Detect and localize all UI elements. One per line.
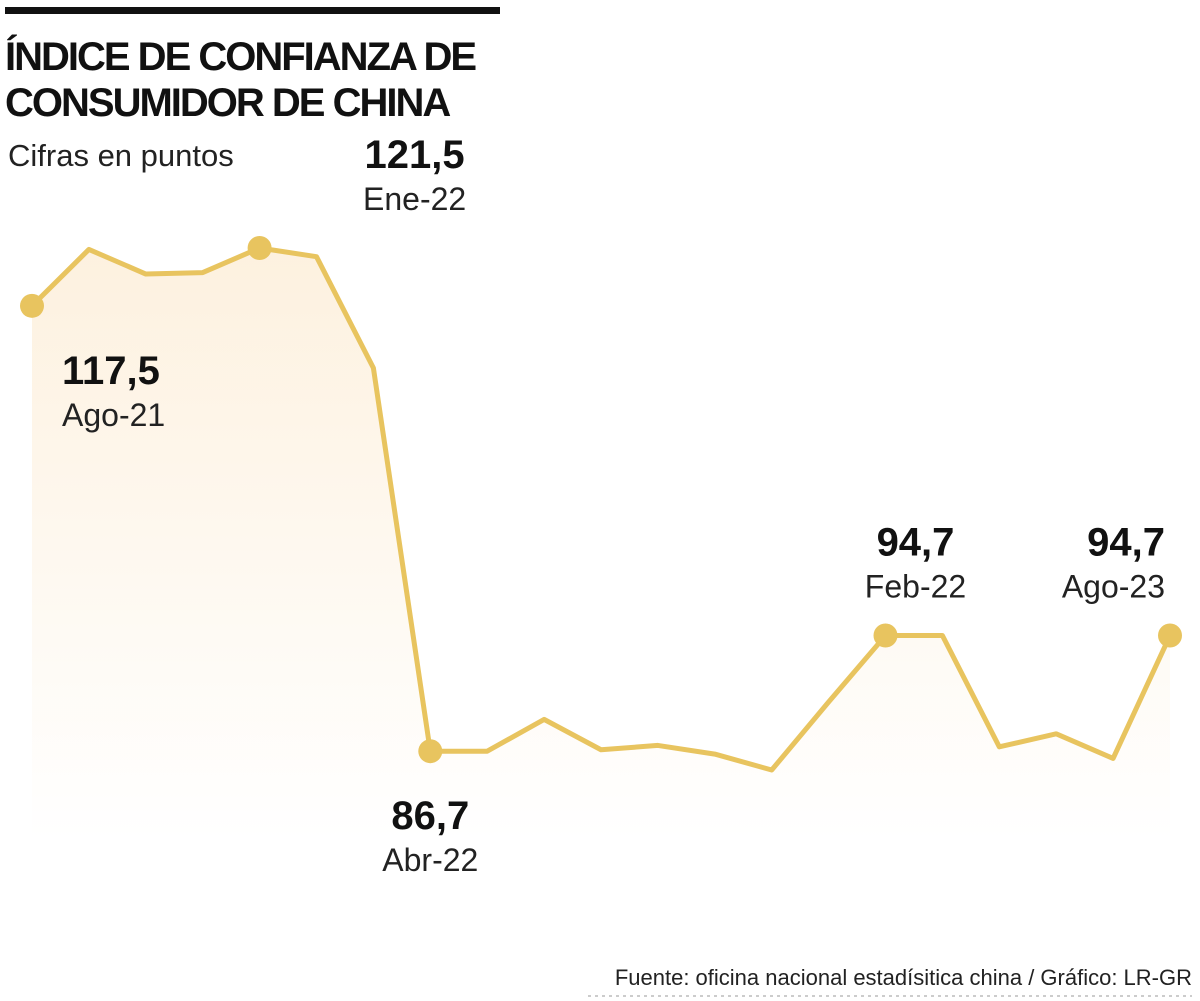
line (30, 245, 1173, 773)
area (32, 248, 1170, 840)
value-label: 117,5 (62, 349, 160, 393)
category-label: Ago-23 (1062, 569, 1165, 605)
category-label: Ene-22 (363, 181, 466, 217)
category-label: Abr-22 (382, 842, 478, 878)
point (247, 236, 272, 260)
value-label: 94,7 (877, 521, 955, 565)
value-label: 121,5 (365, 133, 465, 177)
chart-subtitle: Cifras en puntos (8, 138, 234, 173)
title-rule (5, 7, 500, 14)
point (1158, 623, 1182, 648)
value-label: 86,7 (391, 794, 469, 838)
point (20, 293, 44, 318)
chart-title: ÍNDICE DE CONFIANZA DE CONSUMIDOR DE CHIN… (5, 34, 476, 125)
point (873, 623, 898, 648)
source: Fuente: oficina nacional estadísitica ch… (615, 965, 1192, 990)
category-label: Feb-22 (865, 569, 966, 605)
category-label: Ago-21 (62, 397, 165, 433)
value-label: 94,7 (1087, 521, 1165, 565)
point (418, 739, 443, 764)
